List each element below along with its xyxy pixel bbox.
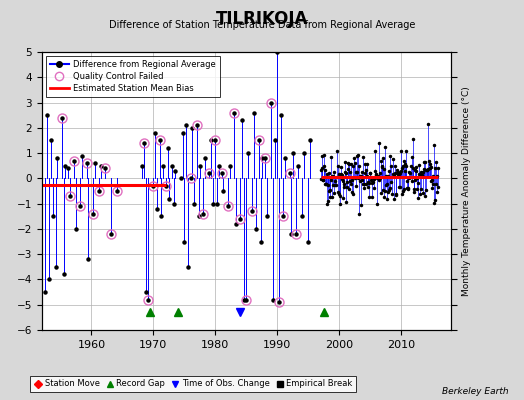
Text: Difference of Station Temperature Data from Regional Average: Difference of Station Temperature Data f… <box>109 20 415 30</box>
Text: Berkeley Earth: Berkeley Earth <box>442 387 508 396</box>
Legend: Station Move, Record Gap, Time of Obs. Change, Empirical Break: Station Move, Record Gap, Time of Obs. C… <box>30 376 356 392</box>
Legend: Difference from Regional Average, Quality Control Failed, Estimated Station Mean: Difference from Regional Average, Qualit… <box>46 56 220 97</box>
Y-axis label: Monthly Temperature Anomaly Difference (°C): Monthly Temperature Anomaly Difference (… <box>462 86 471 296</box>
Text: TILRIKOJA: TILRIKOJA <box>216 10 308 28</box>
